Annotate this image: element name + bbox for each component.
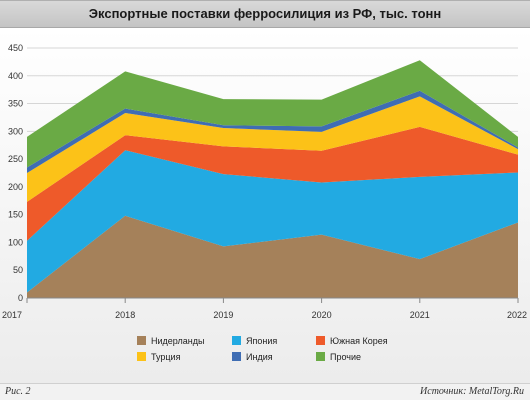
legend-label: Нидерланды: [151, 336, 204, 346]
series-areas: [27, 60, 518, 299]
x-tick-label: 2021: [410, 310, 430, 320]
legend-swatch: [137, 352, 146, 361]
area-Южная Корея: [27, 126, 518, 241]
area-Прочие: [27, 60, 518, 168]
y-tick-label: 0: [18, 293, 23, 303]
source-label: Источник: MetalTorg.Ru: [420, 386, 524, 397]
legend: Нидерланды Япония Южная Корея Турция Индия Пр…: [137, 336, 388, 362]
figure-label: Рис. 2: [5, 386, 31, 397]
legend-swatch: [316, 352, 325, 361]
legend-label: Индия: [246, 352, 273, 362]
y-tick-label: 50: [13, 265, 23, 275]
x-tick-label: 2018: [115, 310, 135, 320]
y-tick-label: 450: [8, 43, 23, 53]
legend-label: Турция: [151, 352, 181, 362]
x-tick-label: 2020: [312, 310, 332, 320]
x-tick-label: 2019: [213, 310, 233, 320]
legend-swatch: [316, 336, 325, 345]
legend-swatch: [232, 352, 241, 361]
area-Нидерланды: [27, 215, 518, 298]
y-tick-label: 200: [8, 182, 23, 192]
chart-title: Экспортные поставки ферросилиция из РФ, …: [0, 0, 530, 28]
y-tick-label: 350: [8, 99, 23, 109]
area-chart: 0 50 100 150 200 250 300 350 400 450 2017 2018 2019…: [2, 43, 527, 362]
legend-label: Япония: [246, 336, 277, 346]
legend-swatch: [232, 336, 241, 345]
area-Турция: [27, 96, 518, 202]
y-tick-label: 400: [8, 71, 23, 81]
x-tick-label: 2022: [507, 310, 527, 320]
x-axis-ticks: 2017 2018 2019 2020 2021 2022: [2, 298, 527, 320]
y-tick-label: 250: [8, 154, 23, 164]
area-Япония: [27, 150, 518, 293]
legend-label: Прочие: [330, 352, 361, 362]
y-tick-label: 150: [8, 210, 23, 220]
y-tick-label: 100: [8, 237, 23, 247]
legend-swatch: [137, 336, 146, 345]
y-tick-label: 300: [8, 126, 23, 136]
x-tick-label: 2017: [2, 310, 22, 320]
footer: Рис. 2 Источник: MetalTorg.Ru: [0, 383, 530, 400]
legend-label: Южная Корея: [330, 336, 388, 346]
y-axis-ticks: 0 50 100 150 200 250 300 350 400 450: [8, 43, 23, 303]
